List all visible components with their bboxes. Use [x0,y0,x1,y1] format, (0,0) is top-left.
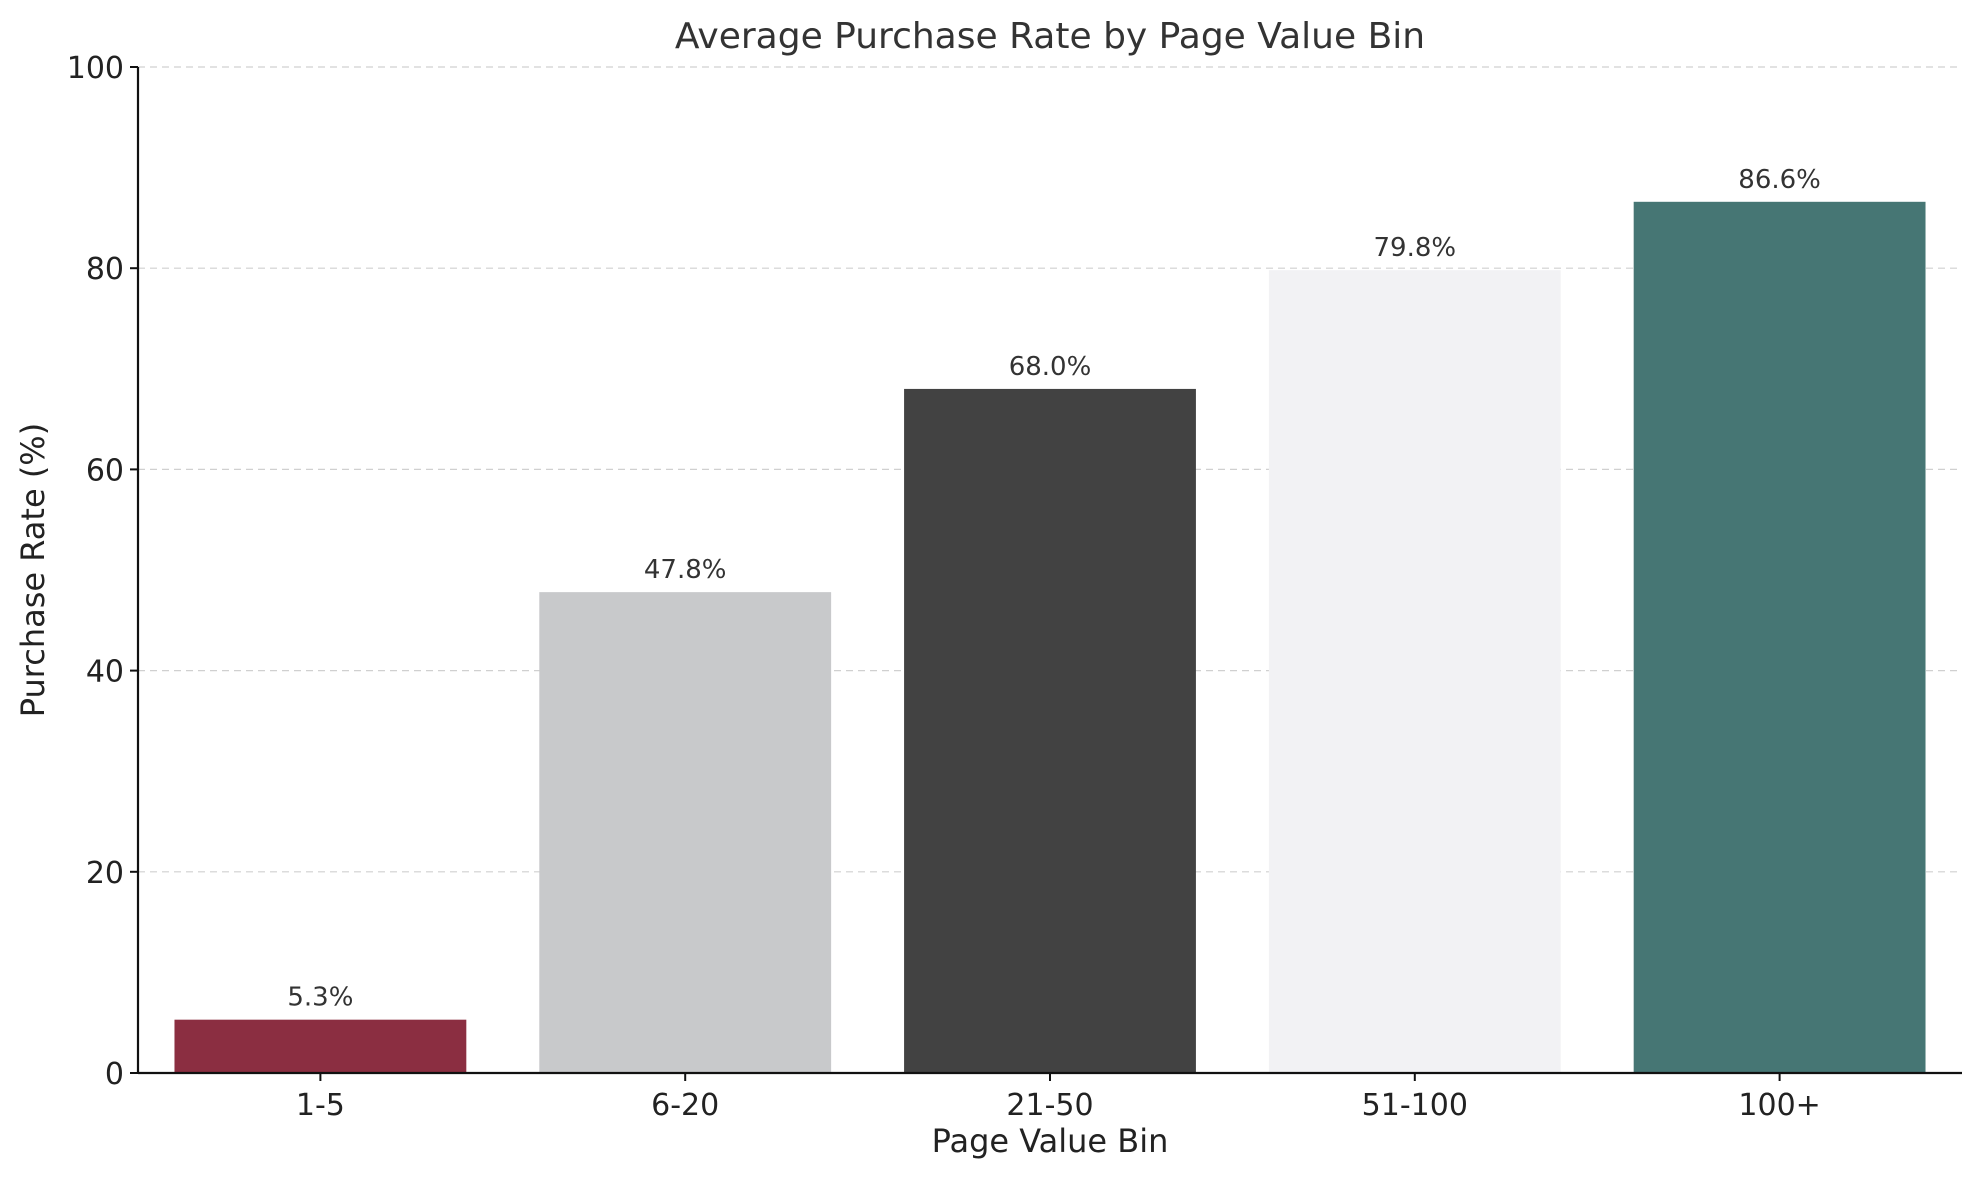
data-labels: 5.3% 47.8% 68.0% 79.8% 86.6% [287,165,1821,1013]
bar-100+ [1633,201,1926,1073]
x-tick-label: 100+ [1738,1088,1820,1123]
y-tick-label: 20 [86,856,124,891]
y-tick-label: 60 [86,453,124,488]
bar-51-100 [1268,270,1561,1073]
data-label-21-50: 68.0% [1009,352,1092,382]
x-tick-label: 51-100 [1362,1088,1468,1123]
x-tick-label: 6-20 [651,1088,719,1123]
bar-21-50 [904,388,1196,1073]
y-tick-label: 80 [86,252,124,287]
bar-1-5 [174,1019,467,1073]
x-tick-label: 1-5 [296,1088,345,1123]
y-tick-label: 100 [67,51,124,86]
data-label-100+: 86.6% [1738,165,1821,195]
y-tick-label: 0 [105,1057,124,1092]
chart-title: Average Purchase Rate by Page Value Bin [675,16,1425,57]
x-tick-label: 21-50 [1006,1088,1093,1123]
data-label-1-5: 5.3% [287,983,353,1013]
x-axis: 1-5 6-20 21-50 51-100 100+ [138,1071,1962,1123]
y-tick-label: 40 [86,655,124,690]
bar-6-20 [539,592,832,1073]
x-axis-label: Page Value Bin [932,1122,1169,1160]
y-axis: 0 20 40 60 80 100 [67,51,140,1092]
bars [174,201,1926,1073]
y-axis-label: Purchase Rate (%) [14,423,52,717]
data-label-51-100: 79.8% [1373,233,1456,263]
data-label-6-20: 47.8% [644,555,727,585]
